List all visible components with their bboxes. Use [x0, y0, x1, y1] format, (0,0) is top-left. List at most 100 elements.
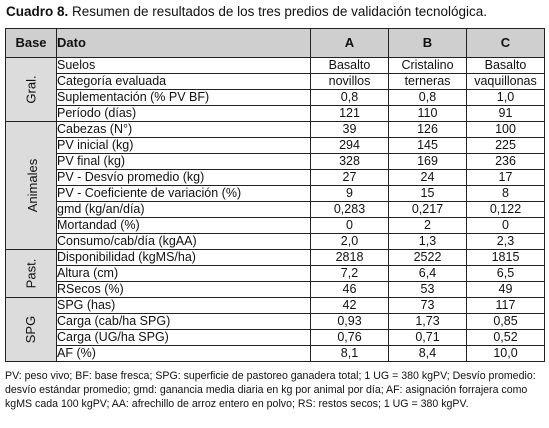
- table-row: Gral. Suelos Basalto Cristalino Basalto: [5, 57, 545, 122]
- cell-b: 6,4: [388, 265, 467, 282]
- cell-b: 53: [388, 281, 467, 298]
- cell-b: 2: [388, 217, 467, 234]
- cell-c: 100: [466, 121, 545, 138]
- row-label: SPG (has): [56, 297, 311, 314]
- table-row: PV - Coeficiente de variación (%) 9 15 8: [6, 185, 545, 202]
- cell-b: 110: [388, 105, 467, 122]
- row-label: Carga (UG/ha SPG): [56, 329, 311, 346]
- cell-a: 39: [310, 121, 389, 138]
- table-row: Mortandad (%) 0 2 0: [6, 217, 545, 234]
- results-table: Base Dato A B C Gral. Suelos Basalto Cri…: [5, 28, 545, 362]
- cell-a: novillos: [310, 73, 389, 90]
- cell-b: 169: [388, 153, 467, 170]
- cell-c: 17: [466, 169, 545, 186]
- cell-a: 27: [310, 169, 389, 186]
- row-label: Disponibilidad (kgMS/ha): [56, 249, 311, 266]
- cell-a: 0,283: [310, 201, 389, 218]
- cell-b: terneras: [388, 73, 467, 90]
- base-group-label: Gral.: [5, 57, 57, 122]
- cell-a: 121: [310, 105, 389, 122]
- header-row: Base Dato A B C: [5, 28, 545, 58]
- cell-a: Basalto: [310, 57, 389, 74]
- table-row: Animales Cabezas (N°) 39 126 100: [5, 121, 545, 250]
- row-label: RSecos (%): [56, 281, 311, 298]
- cell-b: 1,3: [388, 233, 467, 250]
- row-label: PV - Desvío promedio (kg): [56, 169, 311, 186]
- row-label: Categoría evaluada: [56, 73, 311, 90]
- cell-c: 0,122: [466, 201, 545, 218]
- caption-text: Resumen de resultados de los tres predio…: [68, 4, 488, 19]
- header-col-c: C: [466, 28, 545, 58]
- table-row: SPG SPG (has) 42 73 117: [5, 297, 545, 362]
- cell-b: 0,8: [388, 89, 467, 106]
- cell-b: 8,4: [388, 345, 467, 362]
- table-row: AF (%) 8,1 8,4 10,0: [6, 345, 545, 362]
- cell-c: 1,0: [466, 89, 545, 106]
- cell-b: 1,73: [388, 313, 467, 330]
- cell-c: 8: [466, 185, 545, 202]
- cell-b: 73: [388, 297, 467, 314]
- cell-a: 0: [310, 217, 389, 234]
- table-row: Consumo/cab/día (kgAA) 2,0 1,3 2,3: [6, 233, 545, 250]
- cell-a: 8,1: [310, 345, 389, 362]
- table-row: Período (días) 121 110 91: [6, 105, 545, 122]
- cell-a: 2818: [310, 249, 389, 266]
- row-label: PV final (kg): [56, 153, 311, 170]
- cell-a: 328: [310, 153, 389, 170]
- table-row: gmd (kg/an/día) 0,283 0,217 0,122: [6, 201, 545, 218]
- cell-a: 2,0: [310, 233, 389, 250]
- table-row: Suplementación (% PV BF) 0,8 0,8 1,0: [6, 89, 545, 106]
- row-label: Mortandad (%): [56, 217, 311, 234]
- cell-b: 0,71: [388, 329, 467, 346]
- table-row: Past. Disponibilidad (kgMS/ha) 2818 2522…: [5, 249, 545, 298]
- cell-b: 24: [388, 169, 467, 186]
- cell-c: 0,52: [466, 329, 545, 346]
- cell-c: 6,5: [466, 265, 545, 282]
- row-label: Período (días): [56, 105, 311, 122]
- cell-a: 7,2: [310, 265, 389, 282]
- caption-number: Cuadro 8.: [6, 4, 69, 19]
- base-group-label: Past.: [5, 249, 57, 298]
- table-row: PV final (kg) 328 169 236: [6, 153, 545, 170]
- cell-a: 42: [310, 297, 389, 314]
- row-label: Suelos: [56, 57, 311, 74]
- table-footnote: PV: peso vivo; BF: base fresca; SPG: sup…: [5, 370, 536, 410]
- row-label: Carga (cab/ha SPG): [56, 313, 311, 330]
- cell-c: 91: [466, 105, 545, 122]
- cell-c: Basalto: [466, 57, 545, 74]
- row-label: PV - Coeficiente de variación (%): [56, 185, 311, 202]
- table-caption: Cuadro 8. Resumen de resultados de los t…: [6, 4, 487, 19]
- cell-c: 49: [466, 281, 545, 298]
- row-label: gmd (kg/an/día): [56, 201, 311, 218]
- cell-c: 236: [466, 153, 545, 170]
- table-row: PV inicial (kg) 294 145 225: [6, 137, 545, 154]
- cell-b: 15: [388, 185, 467, 202]
- row-label: PV inicial (kg): [56, 137, 311, 154]
- cell-b: Cristalino: [388, 57, 467, 74]
- cell-a: 294: [310, 137, 389, 154]
- cell-c: 1815: [466, 249, 545, 266]
- table-row: PV - Desvío promedio (kg) 27 24 17: [6, 169, 545, 186]
- header-base: Base: [5, 28, 57, 58]
- cell-c: 117: [466, 297, 545, 314]
- cell-b: 2522: [388, 249, 467, 266]
- row-label: Cabezas (N°): [56, 121, 311, 138]
- cell-a: 0,93: [310, 313, 389, 330]
- cell-b: 0,217: [388, 201, 467, 218]
- cell-c: 0,85: [466, 313, 545, 330]
- cell-a: 46: [310, 281, 389, 298]
- cell-c: 0: [466, 217, 545, 234]
- table-row: Categoría evaluada novillos terneras vaq…: [6, 73, 545, 90]
- cell-a: 9: [310, 185, 389, 202]
- cell-a: 0,76: [310, 329, 389, 346]
- row-label: Consumo/cab/día (kgAA): [56, 233, 311, 250]
- cell-c: 2,3: [466, 233, 545, 250]
- table-row: Altura (cm) 7,2 6,4 6,5: [6, 265, 545, 282]
- row-label: Altura (cm): [56, 265, 311, 282]
- cell-c: 225: [466, 137, 545, 154]
- base-group-label: SPG: [5, 297, 57, 362]
- row-label: AF (%): [56, 345, 311, 362]
- header-col-b: B: [388, 28, 467, 58]
- cell-b: 126: [388, 121, 467, 138]
- cell-c: vaquillonas: [466, 73, 545, 90]
